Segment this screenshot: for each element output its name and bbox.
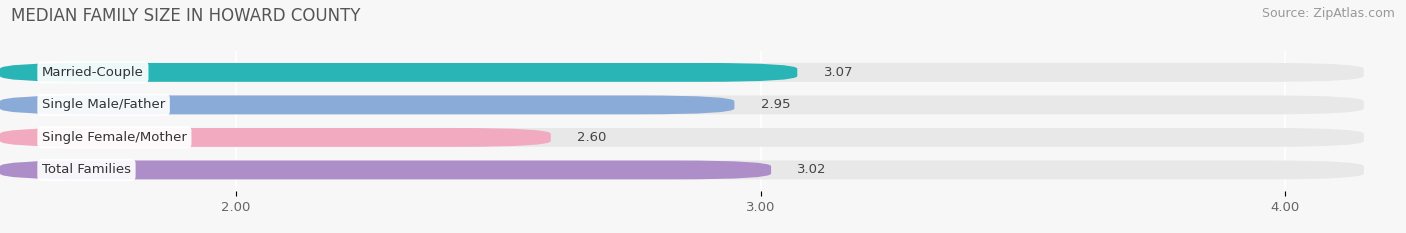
Text: 3.07: 3.07 [824,66,853,79]
FancyBboxPatch shape [0,96,1364,114]
FancyBboxPatch shape [0,161,1364,179]
Text: 2.60: 2.60 [576,131,606,144]
Text: Married-Couple: Married-Couple [42,66,143,79]
Text: 2.95: 2.95 [761,98,790,111]
Text: MEDIAN FAMILY SIZE IN HOWARD COUNTY: MEDIAN FAMILY SIZE IN HOWARD COUNTY [11,7,361,25]
FancyBboxPatch shape [0,128,551,147]
FancyBboxPatch shape [0,63,1364,82]
FancyBboxPatch shape [0,63,797,82]
Text: Total Families: Total Families [42,163,131,176]
FancyBboxPatch shape [0,161,770,179]
Text: Single Female/Mother: Single Female/Mother [42,131,187,144]
Text: 3.02: 3.02 [797,163,827,176]
FancyBboxPatch shape [0,96,734,114]
Text: Source: ZipAtlas.com: Source: ZipAtlas.com [1261,7,1395,20]
FancyBboxPatch shape [0,128,1364,147]
Text: Single Male/Father: Single Male/Father [42,98,166,111]
